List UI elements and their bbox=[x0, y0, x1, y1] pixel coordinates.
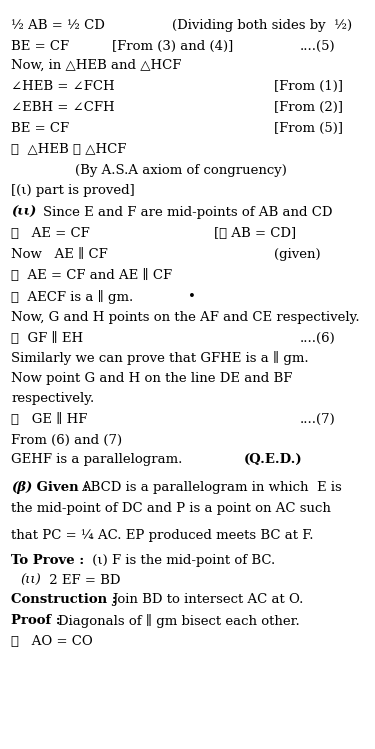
Text: 2 EF = BD: 2 EF = BD bbox=[45, 574, 120, 586]
Text: Join BD to intersect AC at O.: Join BD to intersect AC at O. bbox=[112, 593, 304, 606]
Text: ∴   GE ∥ HF: ∴ GE ∥ HF bbox=[11, 413, 88, 425]
Text: (By A.S.A axiom of congruency): (By A.S.A axiom of congruency) bbox=[75, 164, 287, 177]
Text: Similarly we can prove that GFHE is a ∥ gm.: Similarly we can prove that GFHE is a ∥ … bbox=[11, 351, 309, 366]
Text: BE = CF: BE = CF bbox=[11, 122, 69, 135]
Text: ∴  △HEB ≅ △HCF: ∴ △HEB ≅ △HCF bbox=[11, 143, 127, 156]
Text: ....(6): ....(6) bbox=[300, 332, 336, 345]
Text: (Q.E.D.): (Q.E.D.) bbox=[244, 453, 302, 466]
Text: Since E and F are mid-points of AB and CD: Since E and F are mid-points of AB and C… bbox=[43, 206, 333, 219]
Text: From (6) and (7): From (6) and (7) bbox=[11, 434, 122, 446]
Text: (Dividing both sides by  ½): (Dividing both sides by ½) bbox=[172, 19, 352, 31]
Text: ½ AB = ½ CD: ½ AB = ½ CD bbox=[11, 19, 105, 31]
Text: ABCD is a parallelogram in which  E is: ABCD is a parallelogram in which E is bbox=[81, 481, 341, 494]
Text: Now, G and H points on the AF and CE respectively.: Now, G and H points on the AF and CE res… bbox=[11, 311, 360, 324]
Text: [From (3) and (4)]: [From (3) and (4)] bbox=[112, 40, 234, 52]
Text: (β): (β) bbox=[11, 481, 33, 494]
Text: Diagonals of ∥ gm bisect each other.: Diagonals of ∥ gm bisect each other. bbox=[58, 614, 300, 628]
Text: To Prove :: To Prove : bbox=[11, 554, 84, 567]
Text: Now   AE ∥ CF: Now AE ∥ CF bbox=[11, 248, 108, 261]
Text: ∴   AO = CO: ∴ AO = CO bbox=[11, 635, 93, 648]
Text: [From (5)]: [From (5)] bbox=[274, 122, 343, 135]
Text: ∴  GF ∥ EH: ∴ GF ∥ EH bbox=[11, 332, 83, 345]
Text: ∴  AECF is a ∥ gm.: ∴ AECF is a ∥ gm. bbox=[11, 290, 134, 304]
Text: ∴  AE = CF and AE ∥ CF: ∴ AE = CF and AE ∥ CF bbox=[11, 269, 173, 282]
Text: •: • bbox=[188, 290, 195, 303]
Text: ∴   AE = CF: ∴ AE = CF bbox=[11, 227, 90, 240]
Text: BE = CF: BE = CF bbox=[11, 40, 69, 52]
Text: ....(7): ....(7) bbox=[300, 413, 336, 425]
Text: (ιι): (ιι) bbox=[11, 206, 36, 219]
Text: [(ι) part is proved]: [(ι) part is proved] bbox=[11, 184, 135, 196]
Text: respectively.: respectively. bbox=[11, 392, 94, 404]
Text: (ι) F is the mid-point of BC.: (ι) F is the mid-point of BC. bbox=[88, 554, 275, 567]
Text: (given): (given) bbox=[274, 248, 320, 261]
Text: that PC = ¼ AC. EP produced meets BC at F.: that PC = ¼ AC. EP produced meets BC at … bbox=[11, 529, 314, 542]
Text: ∠HEB = ∠FCH: ∠HEB = ∠FCH bbox=[11, 80, 115, 93]
Text: Now point G and H on the line DE and BF: Now point G and H on the line DE and BF bbox=[11, 372, 292, 385]
Text: ∠EBH = ∠CFH: ∠EBH = ∠CFH bbox=[11, 101, 115, 114]
Text: [From (1)]: [From (1)] bbox=[274, 80, 343, 93]
Text: (ιι): (ιι) bbox=[21, 574, 41, 586]
Text: ....(5): ....(5) bbox=[300, 40, 336, 52]
Text: Construction :: Construction : bbox=[11, 593, 117, 606]
Text: [∵ AB = CD]: [∵ AB = CD] bbox=[214, 227, 296, 240]
Text: GEHF is a parallelogram.: GEHF is a parallelogram. bbox=[11, 453, 183, 466]
Text: Proof :: Proof : bbox=[11, 614, 61, 627]
Text: Now, in △HEB and △HCF: Now, in △HEB and △HCF bbox=[11, 59, 181, 72]
Text: the mid-point of DC and P is a point on AC such: the mid-point of DC and P is a point on … bbox=[11, 502, 331, 515]
Text: Given :: Given : bbox=[32, 481, 88, 494]
Text: [From (2)]: [From (2)] bbox=[274, 101, 343, 114]
